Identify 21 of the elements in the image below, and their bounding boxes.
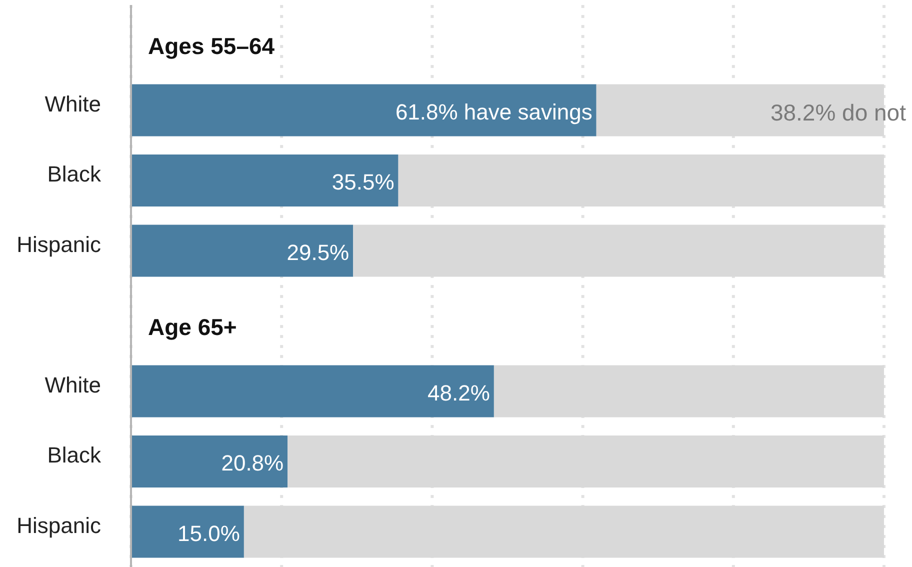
data-label: 61.8% have savings (395, 99, 592, 124)
bar (131, 506, 244, 558)
y-tick-label: Age 65+ (148, 314, 237, 340)
bar (131, 84, 596, 136)
data-label: 20.8% (221, 450, 284, 476)
data-label: 48.2% (428, 380, 490, 406)
y-tick-label: Black (47, 162, 102, 187)
y-tick-label: Black (47, 442, 102, 468)
data-label: 29.5% (286, 240, 350, 265)
bar (131, 436, 288, 488)
bar (131, 154, 398, 206)
y-tick-label: Ages 55–64 (148, 33, 275, 60)
y-tick-label: White (44, 91, 101, 116)
bar (131, 365, 494, 418)
data-label: 35.5% (332, 170, 394, 194)
y-tick-label: Hispanic (16, 512, 101, 538)
bar (131, 224, 354, 277)
data-label: 38.2% do not (770, 99, 907, 126)
y-tick-label: Hispanic (16, 232, 101, 257)
y-tick-label: White (44, 372, 101, 398)
data-label: 15.0% (178, 520, 240, 546)
